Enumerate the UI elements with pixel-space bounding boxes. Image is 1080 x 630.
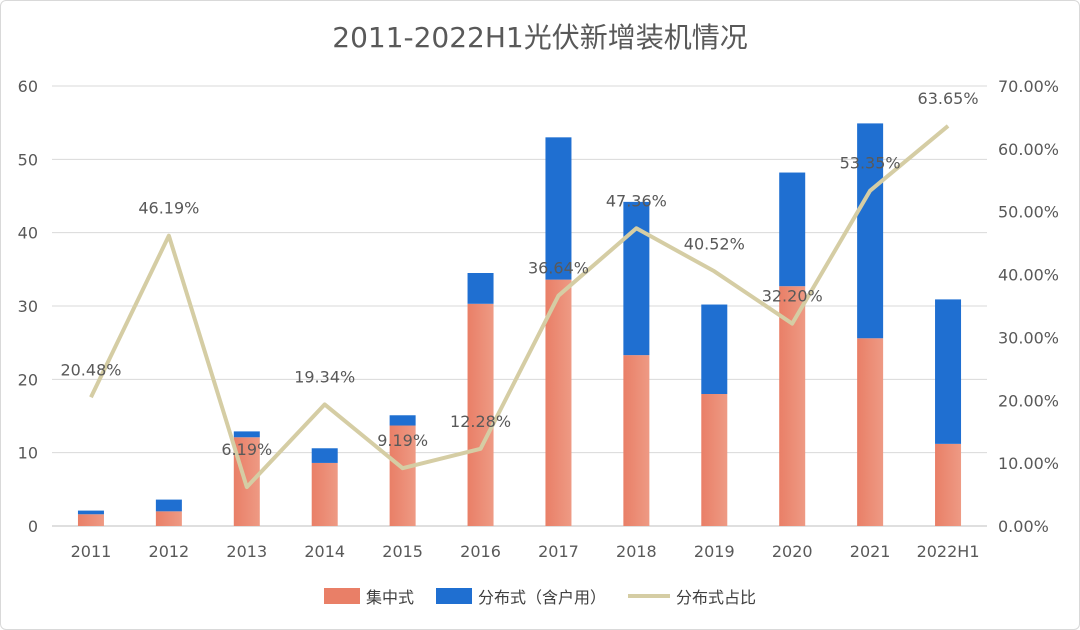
- y-tick-label: 40: [18, 224, 38, 243]
- bar-distributed: [779, 172, 806, 287]
- distributed-share-label: 46.19%: [138, 199, 199, 218]
- x-tick-label: 2018: [616, 542, 657, 561]
- x-tick-label: 2012: [149, 542, 190, 561]
- bar-distributed: [389, 415, 416, 426]
- bar-centralized: [857, 338, 884, 526]
- x-tick-label: 2019: [694, 542, 735, 561]
- y-tick-label: 60: [18, 77, 38, 96]
- y2-tick-label: 20.00%: [998, 391, 1059, 410]
- x-tick-label: 2022H1: [917, 542, 980, 561]
- y-tick-label: 0: [28, 517, 38, 536]
- legend-label-centralized: 集中式: [365, 588, 414, 607]
- bar-distributed: [233, 431, 260, 438]
- bar-centralized: [545, 279, 572, 526]
- x-tick-label: 2016: [460, 542, 501, 561]
- y2-tick-label: 40.00%: [998, 266, 1059, 285]
- bar-centralized: [77, 514, 104, 526]
- bar-distributed: [935, 299, 962, 444]
- legend-item-centralized: 集中式: [323, 584, 414, 608]
- x-tick-label: 2020: [772, 542, 813, 561]
- y2-tick-label: 70.00%: [998, 77, 1059, 96]
- x-tick-label: 2014: [304, 542, 345, 561]
- distributed-share-label: 6.19%: [221, 440, 272, 459]
- y2-tick-label: 10.00%: [998, 454, 1059, 473]
- legend-swatch-distributed-share: [628, 594, 670, 598]
- legend-swatch-distributed: [435, 588, 472, 604]
- bar-distributed: [701, 304, 728, 394]
- bar-centralized: [155, 511, 182, 526]
- bar-centralized: [623, 355, 650, 526]
- bar-distributed: [77, 510, 104, 515]
- bar-centralized: [935, 443, 962, 526]
- bar-distributed: [467, 273, 494, 304]
- y2-tick-label: 50.00%: [998, 203, 1059, 222]
- bar-distributed: [623, 201, 650, 356]
- x-tick-label: 2021: [850, 542, 891, 561]
- bar-centralized: [701, 394, 728, 526]
- bar-centralized: [389, 425, 416, 526]
- bar-centralized: [311, 462, 338, 526]
- legend-swatch-centralized: [323, 588, 360, 604]
- distributed-share-label: 9.19%: [377, 431, 428, 450]
- legend-item-distributed-share: 分布式占比: [628, 584, 756, 608]
- bar-centralized: [779, 286, 806, 526]
- distributed-share-label: 20.48%: [60, 360, 121, 379]
- bar-distributed: [545, 137, 572, 280]
- legend-item-distributed: 分布式（含户用）: [435, 584, 606, 608]
- distributed-share-line: [89, 124, 950, 490]
- x-tick-label: 2013: [226, 542, 267, 561]
- bar-centralized: [467, 303, 494, 526]
- bar-distributed: [311, 448, 338, 463]
- y-tick-label: 20: [18, 370, 38, 389]
- y2-tick-label: 30.00%: [998, 328, 1059, 347]
- x-tick-label: 2011: [71, 542, 112, 561]
- y2-tick-label: 0.00%: [998, 517, 1049, 536]
- legend-label-distributed: 分布式（含户用）: [477, 588, 606, 607]
- y2-tick-label: 60.00%: [998, 140, 1059, 159]
- chart-title: 2011-2022H1光伏新增装机情况: [332, 21, 748, 54]
- distributed-share-label: 19.34%: [294, 367, 355, 386]
- y-tick-label: 10: [18, 444, 38, 463]
- distributed-share-label: 63.65%: [918, 89, 979, 108]
- distributed-share-label: 32.20%: [762, 287, 823, 306]
- distributed-share-label: 40.52%: [684, 234, 745, 253]
- chart-legend: 集中式 分布式（含户用） 分布式占比: [0, 584, 1080, 608]
- distributed-share-label: 36.64%: [528, 259, 589, 278]
- bar-distributed: [857, 123, 884, 339]
- x-tick-label: 2017: [538, 542, 579, 561]
- distributed-share-label: 47.36%: [606, 191, 667, 210]
- y-tick-label: 50: [18, 150, 38, 169]
- y-tick-label: 30: [18, 297, 38, 316]
- x-tick-label: 2015: [382, 542, 423, 561]
- bar-distributed: [155, 499, 182, 512]
- distributed-share-label: 12.28%: [450, 412, 511, 431]
- legend-label-distributed-share: 分布式占比: [676, 588, 757, 607]
- distributed-share-label: 53.35%: [840, 154, 901, 173]
